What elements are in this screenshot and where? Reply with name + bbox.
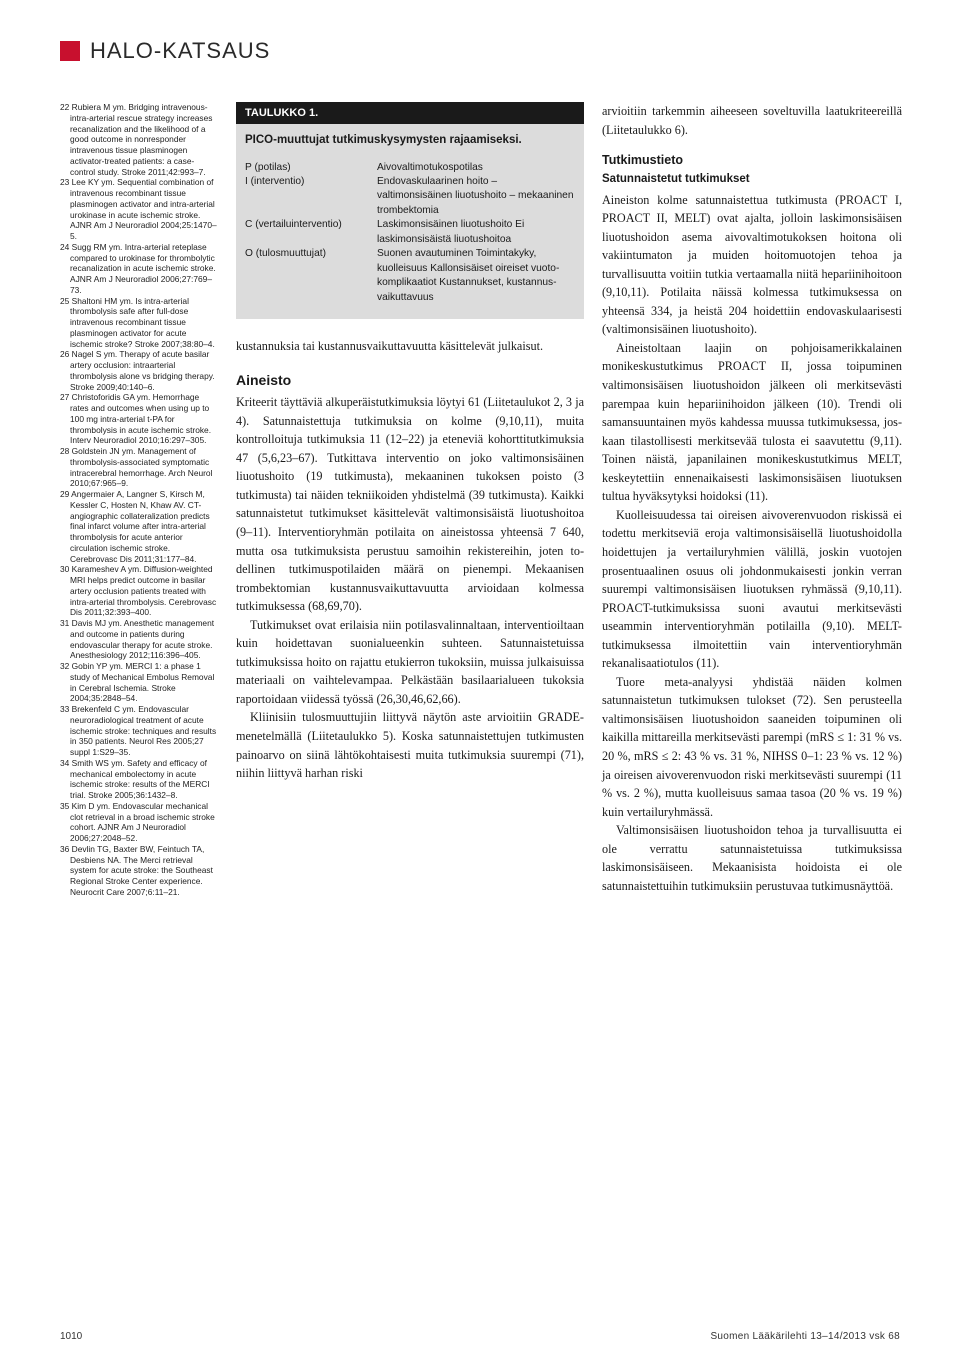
paragraph: Kriteerit täyttäviä alkuperäistutkimuksi… [236, 393, 584, 616]
table-row: P (potilas) Aivovaltimotukospotilas [245, 161, 575, 175]
paragraph: kustannuksia tai kustannusvaikuttavuutta… [236, 337, 584, 356]
heading-aineisto: Aineisto [236, 370, 584, 391]
reference-item: 29 Angermaier A, Langner S, Kirsch M, Ke… [60, 489, 218, 564]
reference-item: 25 Shaltoni HM ym. Is intra-arterial thr… [60, 296, 218, 350]
paragraph: Valtimonsisäisen liuotushoidon tehoa ja … [602, 821, 902, 895]
section-header: HALO-KATSAUS [60, 38, 900, 64]
middle-body-text: kustannuksia tai kustannusvaikuttavuutta… [236, 337, 584, 782]
issue-label: Suomen Lääkärilehti 13–14/2013 vsk 68 [710, 1331, 900, 1342]
reference-item: 27 Christoforidis GA ym. Hemorrhage rate… [60, 392, 218, 446]
accent-square-icon [60, 41, 80, 61]
reference-item: 23 Lee KY ym. Sequential combination of … [60, 177, 218, 242]
reference-item: 22 Rubiera M ym. Bridging intravenous-in… [60, 102, 218, 177]
reference-item: 36 Devlin TG, Baxter BW, Feintuch TA, De… [60, 844, 218, 898]
table-key: P (potilas) [245, 161, 373, 175]
table-row: I (interventio) Endovaskulaarinen hoito … [245, 175, 575, 218]
references-column: 22 Rubiera M ym. Bridging intravenous-in… [60, 102, 218, 898]
section-title: HALO-KATSAUS [90, 38, 270, 64]
reference-item: 32 Gobin YP ym. MERCI 1: a phase 1 study… [60, 661, 218, 704]
reference-item: 31 Davis MJ ym. Anesthetic management an… [60, 618, 218, 661]
table-key: O (tulosmuuttujat) [245, 247, 373, 261]
page-footer: 1010 Suomen Lääkärilehti 13–14/2013 vsk … [60, 1331, 900, 1342]
table-value: Endovaskulaarinen hoito – valtimonsisäin… [377, 175, 575, 218]
heading-tutkimustieto: Tutkimustieto [602, 151, 902, 170]
table-key: C (vertailuinterventio) [245, 218, 373, 232]
reference-item: 33 Brekenfeld C ym. Endovascular neurora… [60, 704, 218, 758]
paragraph: Kliinisiin tulosmuuttujiin liittyvä näyt… [236, 708, 584, 782]
page-number: 1010 [60, 1331, 82, 1342]
table-1: TAULUKKO 1. PICO-muuttujat tutkimuskysym… [236, 102, 584, 319]
middle-column: TAULUKKO 1. PICO-muuttujat tutkimuskysym… [236, 102, 584, 898]
page-columns: 22 Rubiera M ym. Bridging intravenous-in… [60, 102, 900, 898]
table-value: Suonen avautuminen Toimintakyky, kuollei… [377, 247, 575, 305]
paragraph: arvioitiin tarkemmin aiheeseen soveltuvi… [602, 102, 902, 139]
table-title: PICO-muuttujat tutkimuskysymysten rajaam… [236, 124, 584, 161]
reference-item: 34 Smith WS ym. Safety and efficacy of m… [60, 758, 218, 801]
reference-item: 28 Goldstein JN ym. Management of thromb… [60, 446, 218, 489]
paragraph: Kuolleisuudessa tai oireisen aivoverenvu… [602, 506, 902, 673]
table-row: C (vertailuinterventio) Laskimonsisäinen… [245, 218, 575, 247]
subheading-satunnaistetut: Satunnaistetut tutkimukset [602, 171, 902, 188]
paragraph: Tutkimukset ovat erilaisia niin potilasv… [236, 616, 584, 709]
reference-item: 26 Nagel S ym. Therapy of acute basilar … [60, 349, 218, 392]
table-key: I (interventio) [245, 175, 373, 189]
paragraph: Aineistoltaan laajin on pohjoisamerikkal… [602, 339, 902, 506]
paragraph: Aineiston kolme satunnaistettua tutkimus… [602, 191, 902, 339]
table-body: P (potilas) Aivovaltimotukospotilas I (i… [236, 161, 584, 320]
paragraph: Tuore meta-analyysi yhdistää näiden kolm… [602, 673, 902, 821]
right-column: arvioitiin tarkemmin aiheeseen soveltuvi… [602, 102, 902, 898]
table-value: Laskimonsisäinen liuotushoito Ei laskimo… [377, 218, 575, 247]
reference-item: 35 Kim D ym. Endovascular mechanical clo… [60, 801, 218, 844]
table-value: Aivovaltimotukospotilas [377, 161, 575, 175]
reference-item: 30 Karameshev A ym. Diffusion-weighted M… [60, 564, 218, 618]
reference-item: 24 Sugg RM ym. Intra-arterial reteplase … [60, 242, 218, 296]
table-row: O (tulosmuuttujat) Suonen avautuminen To… [245, 247, 575, 305]
table-label: TAULUKKO 1. [236, 102, 584, 124]
